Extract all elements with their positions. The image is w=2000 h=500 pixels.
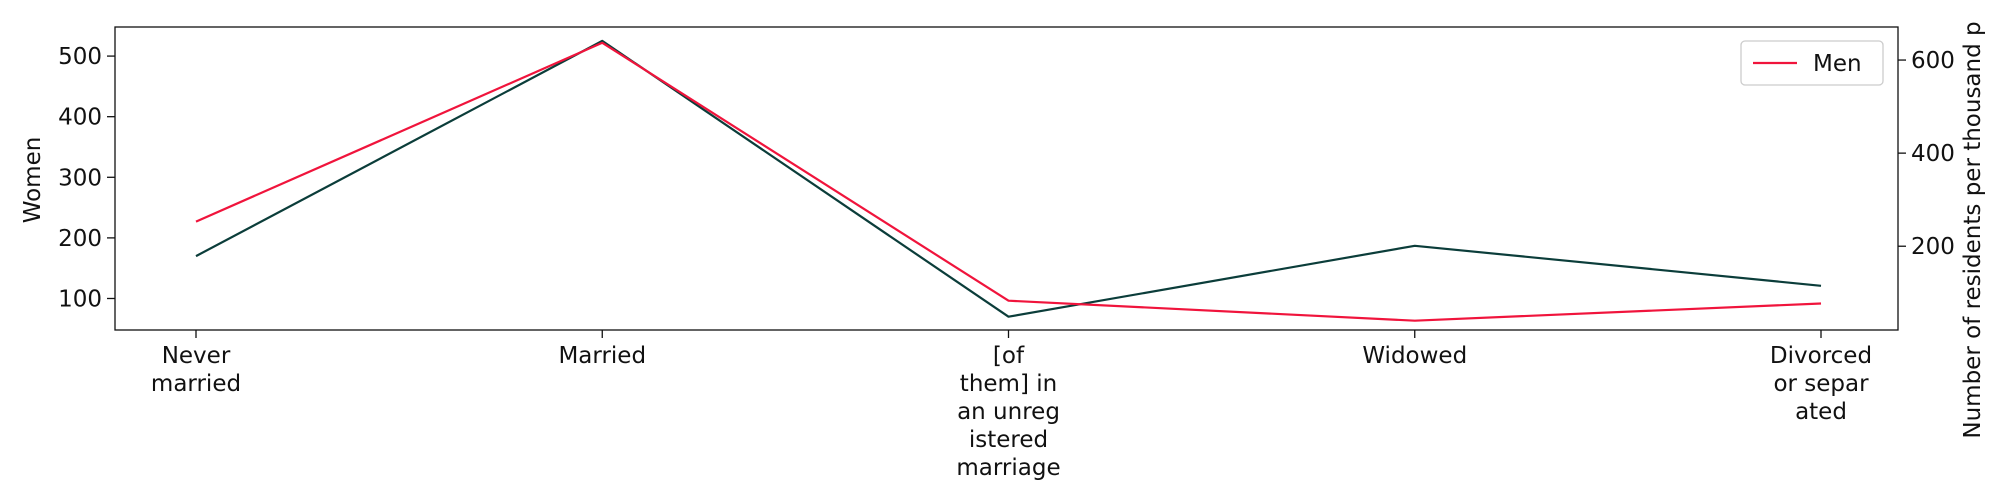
left-axis-title: Women (20, 137, 46, 224)
right-y-axis: 200 400 600 (1898, 48, 1955, 260)
left-y-axis: 100 200 300 400 500 (58, 44, 115, 312)
left-tick-label: 100 (58, 286, 102, 312)
x-tick-label: Divorced or separ ated (1770, 343, 1872, 425)
left-tick-label: 400 (58, 105, 102, 131)
series-line-men (195, 41, 1822, 322)
series-line-women (195, 39, 1822, 318)
left-tick-label: 300 (58, 165, 102, 191)
legend-label: Men (1813, 51, 1862, 77)
x-tick-label: Married (558, 343, 646, 369)
series-layer (195, 39, 1822, 322)
x-tick-label: [of them] in an unreg istered marriage (956, 343, 1060, 481)
right-tick-label: 200 (1911, 234, 1955, 260)
right-axis-title: Number of residents per thousand p (1960, 21, 1986, 438)
left-tick-label: 500 (58, 44, 102, 70)
plot-frame (114, 26, 1899, 331)
legend: Men (1740, 40, 1884, 86)
x-axis: Never married Married [of them] in an unreg is… (151, 330, 1872, 481)
legend-box (1740, 40, 1884, 86)
plot-border (114, 26, 1899, 331)
x-tick-label: Widowed (1362, 343, 1467, 369)
left-tick-label: 200 (58, 226, 102, 252)
right-tick-label: 600 (1911, 48, 1955, 74)
x-tick-label: Never married (151, 343, 241, 397)
right-tick-label: 400 (1911, 141, 1955, 167)
